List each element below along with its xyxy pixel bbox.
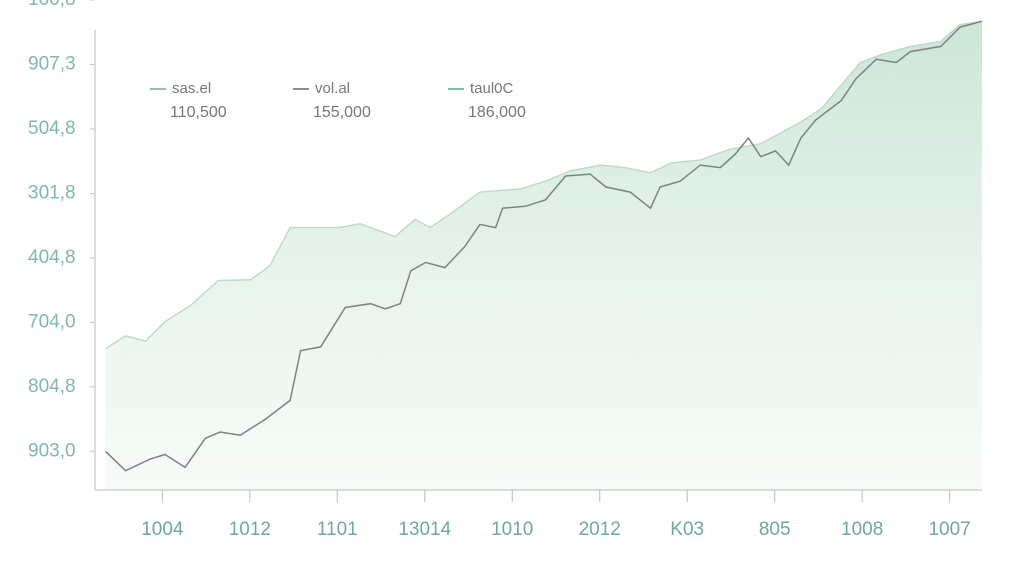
x-tick-label: 1007 [928,519,970,540]
y-tick-label: 804,8 [28,376,76,397]
y-tick-label: 907,3 [28,53,76,74]
y-tick-label: 504,8 [28,118,76,139]
legend-item: sas.el 110,500 [150,80,227,121]
x-tick-label: 1010 [491,519,533,540]
area [105,21,982,491]
legend-value: 155,000 [313,104,371,121]
x-tick-label: 1008 [841,519,883,540]
y-tick-label: 903,0 [28,440,76,461]
line [104,20,983,472]
legend-item: vol.al 155,000 [293,80,371,121]
legend-value: 186,000 [468,104,526,121]
x-tick-label: 805 [759,519,791,540]
x-tick-label: K03 [670,519,704,540]
x-tick-label: 1004 [141,519,184,540]
area-edge [105,20,983,350]
legend-name: taul0C [470,80,514,97]
legend-value: 110,500 [170,104,227,121]
y-tick-label: 100,8 [28,0,76,10]
y-tick-label: 301,8 [28,182,76,203]
x-tick-label: 13014 [398,519,451,540]
x-tick-label: 1012 [229,519,271,540]
legend-name: sas.el [172,80,211,97]
legend-name: vol.al [315,80,350,97]
x-tick-label: 2012 [579,519,621,540]
x-tick-label: 1101 [317,519,358,540]
legend-item: taul0C 186,000 [448,80,526,121]
y-tick-label: 404,8 [28,247,76,268]
y-tick-label: 704,0 [28,311,76,332]
